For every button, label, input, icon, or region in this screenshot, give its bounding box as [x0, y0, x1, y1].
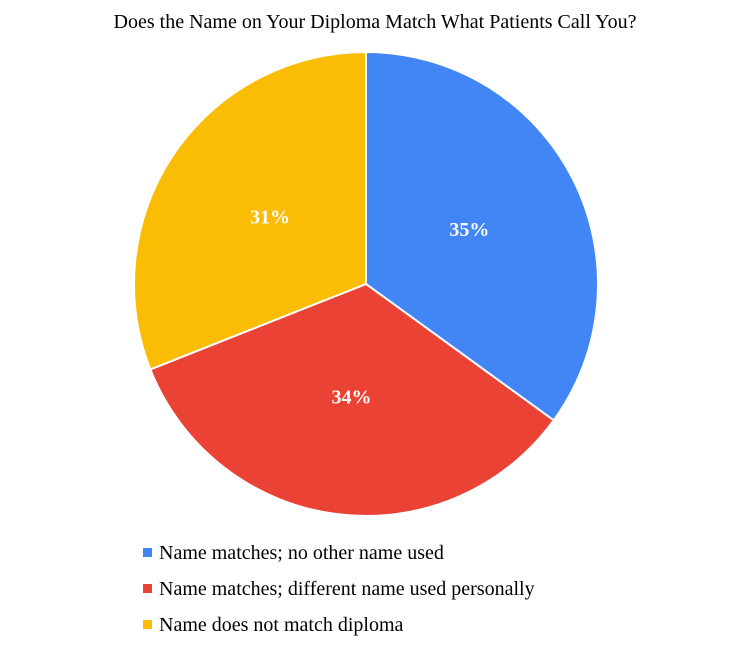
legend-item-different-name-personally[interactable]: Name matches; different name used person…	[143, 573, 535, 609]
slice-data-label-0: 35%	[449, 219, 489, 241]
legend-label: Name matches; different name used person…	[159, 578, 535, 600]
legend-label: Name does not match diploma	[159, 614, 404, 636]
pie-slice-2[interactable]	[133, 50, 367, 371]
legend-swatch-yellow	[143, 619, 152, 629]
pie-slice-1[interactable]	[148, 282, 556, 517]
slice-data-label-2: 31%	[250, 206, 290, 228]
legend-item-does-not-match[interactable]: Name does not match diploma	[143, 609, 535, 645]
pie-slice-0[interactable]	[365, 50, 599, 422]
legend-item-no-other-name[interactable]: Name matches; no other name used	[143, 537, 535, 573]
chart-title: Does the Name on Your Diploma Match What…	[113, 11, 637, 33]
legend-label: Name matches; no other name used	[159, 542, 444, 564]
slice-data-label-1: 34%	[331, 387, 371, 409]
legend: Name matches; no other name used Name ma…	[143, 537, 535, 645]
legend-swatch-red	[143, 583, 152, 593]
legend-swatch-blue	[143, 547, 152, 557]
